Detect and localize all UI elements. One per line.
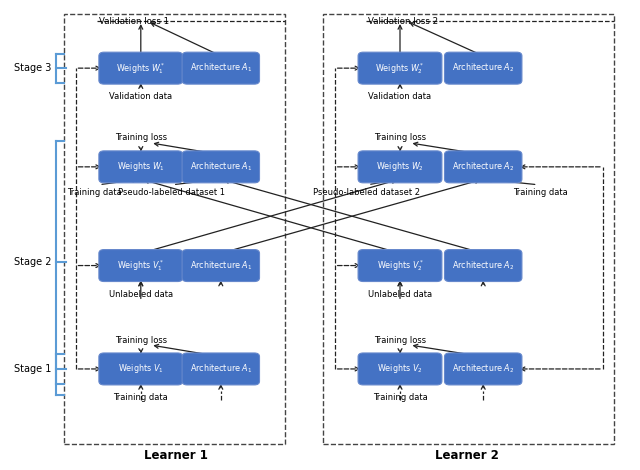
- Text: Weights $W_2^*$: Weights $W_2^*$: [375, 61, 425, 76]
- Text: Training data: Training data: [113, 393, 168, 402]
- Text: Validation loss 2: Validation loss 2: [368, 16, 438, 26]
- FancyBboxPatch shape: [99, 353, 183, 385]
- FancyBboxPatch shape: [445, 353, 522, 385]
- FancyBboxPatch shape: [99, 151, 183, 183]
- FancyBboxPatch shape: [358, 151, 442, 183]
- FancyBboxPatch shape: [182, 353, 260, 385]
- Text: Architecture $A_1$: Architecture $A_1$: [189, 161, 252, 173]
- Bar: [323, 14, 614, 444]
- Text: Stage 1: Stage 1: [14, 364, 51, 374]
- FancyBboxPatch shape: [445, 250, 522, 282]
- Text: Training data: Training data: [372, 393, 428, 402]
- Text: Architecture $A_2$: Architecture $A_2$: [452, 363, 515, 375]
- Text: Weights $V_1$: Weights $V_1$: [118, 362, 164, 376]
- Text: Weights $W_1$: Weights $W_1$: [116, 160, 165, 173]
- Text: Training loss: Training loss: [115, 133, 167, 142]
- Text: Weights $W_2$: Weights $W_2$: [376, 160, 424, 173]
- Text: Learner 2: Learner 2: [435, 448, 499, 462]
- Text: Stage 2: Stage 2: [13, 258, 51, 267]
- FancyBboxPatch shape: [358, 353, 442, 385]
- FancyBboxPatch shape: [99, 52, 183, 84]
- Text: Training loss: Training loss: [374, 133, 426, 142]
- Text: Architecture $A_2$: Architecture $A_2$: [452, 259, 515, 272]
- Text: Validation data: Validation data: [369, 92, 431, 101]
- Text: Training data: Training data: [67, 188, 122, 196]
- Text: Training loss: Training loss: [374, 336, 426, 345]
- FancyBboxPatch shape: [182, 151, 260, 183]
- Text: Pseudo-labeled dataset 2: Pseudo-labeled dataset 2: [312, 188, 420, 196]
- Text: Weights $V_2^*$: Weights $V_2^*$: [376, 258, 424, 273]
- Text: Architecture $A_2$: Architecture $A_2$: [452, 161, 515, 173]
- Bar: [64, 14, 285, 444]
- Text: Architecture $A_2$: Architecture $A_2$: [452, 62, 515, 74]
- FancyBboxPatch shape: [182, 250, 260, 282]
- Text: Stage 3: Stage 3: [14, 63, 51, 73]
- Text: Training loss: Training loss: [115, 336, 167, 345]
- FancyBboxPatch shape: [445, 151, 522, 183]
- Text: Pseudo-labeled dataset 1: Pseudo-labeled dataset 1: [118, 188, 225, 196]
- Text: Weights $W_1^*$: Weights $W_1^*$: [116, 61, 166, 76]
- Text: Validation loss 1: Validation loss 1: [99, 16, 170, 26]
- Text: Weights $V_2$: Weights $V_2$: [377, 362, 423, 376]
- FancyBboxPatch shape: [358, 52, 442, 84]
- Text: Weights $V_1^*$: Weights $V_1^*$: [117, 258, 164, 273]
- Text: Architecture $A_1$: Architecture $A_1$: [189, 363, 252, 375]
- Text: Unlabeled data: Unlabeled data: [109, 290, 173, 298]
- FancyBboxPatch shape: [445, 52, 522, 84]
- Text: Architecture $A_1$: Architecture $A_1$: [189, 62, 252, 74]
- Text: Learner 1: Learner 1: [144, 448, 208, 462]
- FancyBboxPatch shape: [358, 250, 442, 282]
- Text: Unlabeled data: Unlabeled data: [368, 290, 432, 298]
- Text: Architecture $A_1$: Architecture $A_1$: [189, 259, 252, 272]
- Text: Validation data: Validation data: [109, 92, 172, 101]
- FancyBboxPatch shape: [99, 250, 183, 282]
- FancyBboxPatch shape: [182, 52, 260, 84]
- Text: Training data: Training data: [513, 188, 568, 196]
